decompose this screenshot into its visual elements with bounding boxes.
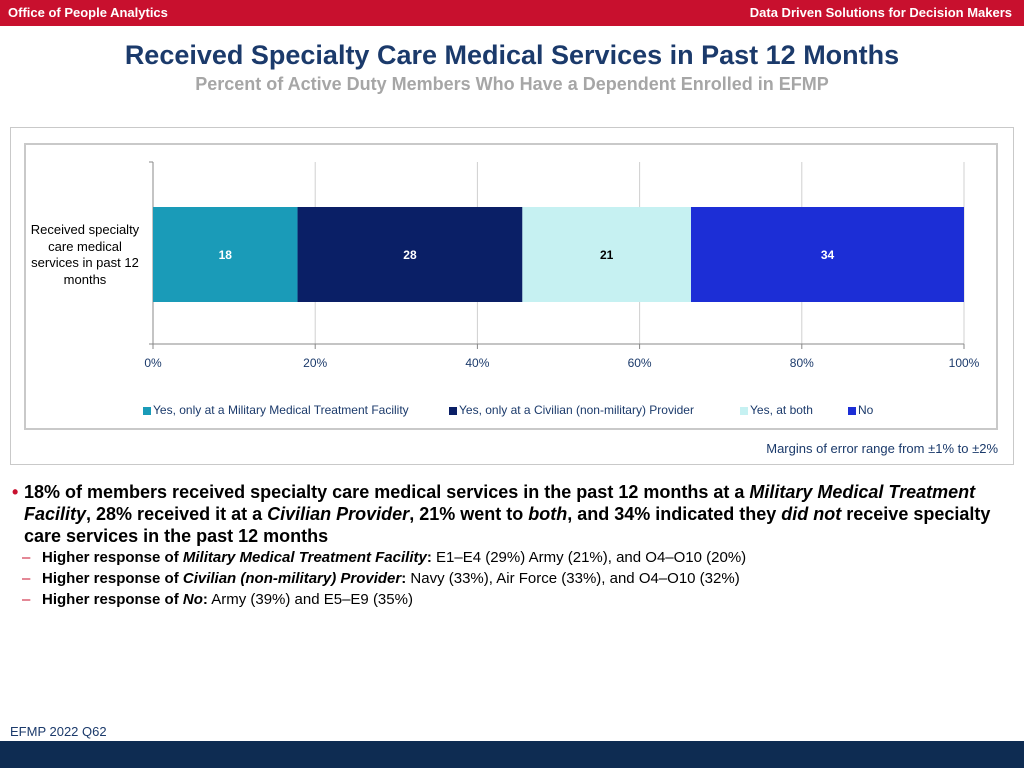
- dash-icon: –: [22, 591, 31, 608]
- data-label: 34: [821, 248, 835, 262]
- x-tick-label: 100%: [949, 356, 980, 370]
- dash-icon: –: [22, 549, 31, 566]
- data-label: 21: [600, 248, 614, 262]
- legend-swatch: [449, 406, 457, 415]
- chart-outer-frame: [10, 127, 1014, 465]
- x-tick-label: 20%: [303, 356, 327, 370]
- x-tick-label: 60%: [628, 356, 652, 370]
- org-name: Office of People Analytics: [8, 5, 168, 20]
- x-tick-label: 80%: [790, 356, 814, 370]
- legend-swatch: [143, 406, 151, 415]
- source-note: EFMP 2022 Q62: [10, 724, 107, 739]
- x-tick-label: 40%: [465, 356, 489, 370]
- legend-label: Yes, at both: [750, 403, 813, 417]
- findings: • 18% of members received specialty care…: [12, 481, 1002, 610]
- bar-segment-4: [690, 207, 964, 302]
- main-finding: • 18% of members received specialty care…: [12, 482, 991, 546]
- footer-bar: [0, 741, 1024, 768]
- header-bar: Office of People Analytics Data Driven S…: [0, 0, 1024, 26]
- margin-of-error-note: Margins of error range from ±1% to ±2%: [766, 441, 998, 456]
- page-title: Received Specialty Care Medical Services…: [124, 40, 900, 70]
- bar-segment-2: [297, 207, 523, 302]
- legend-label: No: [858, 403, 874, 417]
- legend-swatch: [740, 406, 748, 415]
- bar-segment-1: [153, 207, 298, 302]
- legend-item: Yes, only at a Civilian (non-military) P…: [449, 403, 694, 417]
- data-label: 18: [219, 248, 233, 262]
- legend-item: No: [848, 403, 873, 417]
- sub-finding: – Higher response of No: Army (39%) and …: [22, 591, 413, 608]
- sub-finding: – Higher response of Civilian (non-milit…: [22, 570, 740, 587]
- chart-inner-frame: [24, 143, 998, 430]
- dash-icon: –: [22, 570, 31, 587]
- legend-item: Yes, only at a Military Medical Treatmen…: [143, 403, 409, 417]
- legend-swatch: [848, 406, 856, 415]
- legend-label: Yes, only at a Civilian (non-military) P…: [459, 403, 694, 417]
- legend-label: Yes, only at a Military Medical Treatmen…: [153, 403, 409, 417]
- data-label: 28: [403, 248, 417, 262]
- x-tick-label: 0%: [144, 356, 162, 370]
- category-label: Received specialty care medical services…: [30, 222, 140, 287]
- tagline: Data Driven Solutions for Decision Maker…: [749, 5, 1012, 20]
- bar-segment-3: [522, 207, 691, 302]
- sub-finding: – Higher response of Military Medical Tr…: [22, 549, 747, 566]
- bullet-icon: •: [12, 482, 19, 502]
- page-subtitle: Percent of Active Duty Members Who Have …: [195, 74, 829, 94]
- legend-item: Yes, at both: [740, 403, 813, 417]
